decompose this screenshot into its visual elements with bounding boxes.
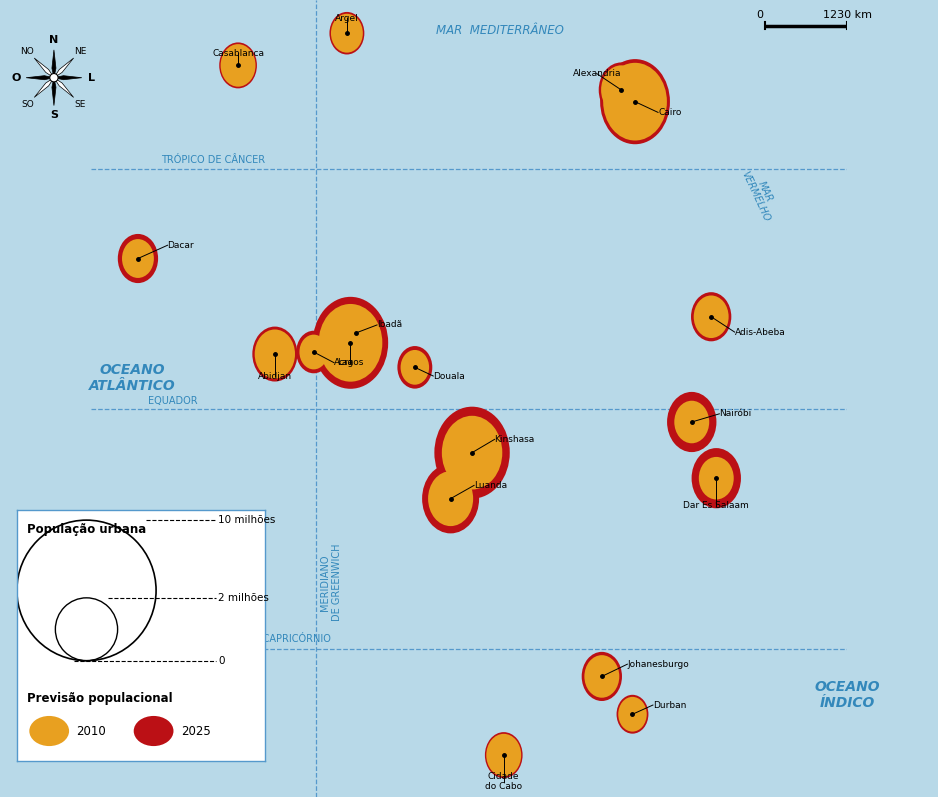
Polygon shape (35, 78, 53, 97)
Text: S: S (50, 110, 58, 120)
Ellipse shape (219, 42, 257, 88)
Ellipse shape (598, 62, 643, 117)
Ellipse shape (122, 239, 154, 278)
Ellipse shape (220, 44, 255, 87)
Text: OCEANO
ÍNDICO: OCEANO ÍNDICO (814, 680, 880, 710)
Text: SE: SE (75, 100, 86, 108)
Text: NE: NE (74, 47, 86, 56)
Ellipse shape (341, 316, 370, 351)
Text: MAR
VERMELHO: MAR VERMELHO (739, 165, 781, 223)
Text: Johanesburgo: Johanesburgo (628, 660, 689, 669)
Text: 1230 km: 1230 km (823, 10, 871, 21)
Polygon shape (52, 50, 56, 78)
Ellipse shape (691, 448, 741, 508)
Text: 2 milhões: 2 milhões (219, 593, 269, 603)
Ellipse shape (691, 292, 732, 341)
Ellipse shape (255, 329, 295, 379)
Text: Argel: Argel (335, 14, 358, 23)
Polygon shape (52, 78, 56, 105)
Text: SO: SO (22, 100, 34, 108)
Text: OCEANO
ATLÂNTICO: OCEANO ATLÂNTICO (88, 363, 175, 393)
Ellipse shape (603, 63, 667, 140)
Text: Dacar: Dacar (168, 241, 194, 249)
Text: 2025: 2025 (181, 724, 211, 737)
Text: Luanda: Luanda (474, 481, 507, 490)
Text: TRÓPICO DE CAPRICÓRNIO: TRÓPICO DE CAPRICÓRNIO (199, 634, 330, 644)
Text: Dar Es Salaam: Dar Es Salaam (684, 501, 749, 510)
Ellipse shape (398, 346, 432, 389)
Text: MAR  MEDITERRÂNEO: MAR MEDITERRÂNEO (436, 24, 564, 37)
Ellipse shape (486, 734, 522, 776)
Text: N: N (50, 35, 58, 45)
Ellipse shape (296, 331, 331, 373)
Text: Nairóbi: Nairóbi (719, 410, 751, 418)
Ellipse shape (337, 310, 374, 356)
Polygon shape (35, 58, 53, 78)
Ellipse shape (616, 695, 648, 734)
Text: 0: 0 (219, 656, 225, 665)
Text: MERIDIANO
DE GREENWICH: MERIDIANO DE GREENWICH (320, 544, 341, 621)
Ellipse shape (319, 304, 383, 382)
Text: População urbana: População urbana (27, 523, 146, 536)
Text: 10 milhões: 10 milhões (219, 515, 276, 525)
Text: Ibadã: Ibadã (377, 320, 402, 329)
Text: Adis-Abeba: Adis-Abeba (734, 328, 785, 336)
Ellipse shape (422, 464, 479, 533)
Ellipse shape (442, 416, 502, 489)
Ellipse shape (667, 392, 717, 452)
Ellipse shape (29, 716, 69, 746)
Text: EQUADOR: EQUADOR (148, 395, 198, 406)
Ellipse shape (699, 457, 734, 500)
Polygon shape (53, 76, 82, 80)
Text: Kinshasa: Kinshasa (494, 435, 535, 444)
Text: Cairo: Cairo (658, 108, 681, 117)
Text: Casablanca: Casablanca (212, 49, 265, 57)
Text: Lagos: Lagos (338, 358, 364, 367)
Ellipse shape (434, 406, 509, 499)
Ellipse shape (618, 697, 646, 732)
Ellipse shape (584, 655, 619, 697)
Ellipse shape (401, 350, 429, 385)
Text: Abidjan: Abidjan (258, 371, 292, 380)
Ellipse shape (134, 716, 174, 746)
Text: Durban: Durban (653, 701, 687, 709)
Ellipse shape (428, 471, 473, 526)
Ellipse shape (485, 732, 522, 778)
Text: Cidade
do Cabo: Cidade do Cabo (485, 772, 522, 791)
Text: Alexandria: Alexandria (572, 69, 621, 78)
Ellipse shape (312, 296, 388, 389)
Text: 2010: 2010 (77, 724, 106, 737)
Ellipse shape (674, 401, 709, 443)
Text: Douala: Douala (433, 371, 465, 380)
Text: 0: 0 (757, 10, 764, 21)
Ellipse shape (118, 234, 159, 283)
Ellipse shape (600, 59, 670, 144)
Ellipse shape (694, 296, 729, 338)
Ellipse shape (582, 652, 622, 701)
Text: TRÓPICO DE CÂNCER: TRÓPICO DE CÂNCER (161, 155, 265, 166)
Polygon shape (53, 78, 73, 97)
Ellipse shape (331, 14, 363, 53)
Ellipse shape (252, 327, 297, 382)
Text: Acra: Acra (334, 358, 355, 367)
Circle shape (50, 73, 58, 82)
Text: O: O (11, 73, 21, 83)
Text: Previsão populacional: Previsão populacional (27, 692, 173, 705)
Ellipse shape (601, 65, 642, 115)
Text: L: L (88, 73, 95, 83)
Polygon shape (26, 76, 53, 80)
Polygon shape (53, 58, 73, 78)
Text: NO: NO (21, 47, 35, 56)
Ellipse shape (299, 335, 328, 369)
Ellipse shape (329, 12, 364, 54)
